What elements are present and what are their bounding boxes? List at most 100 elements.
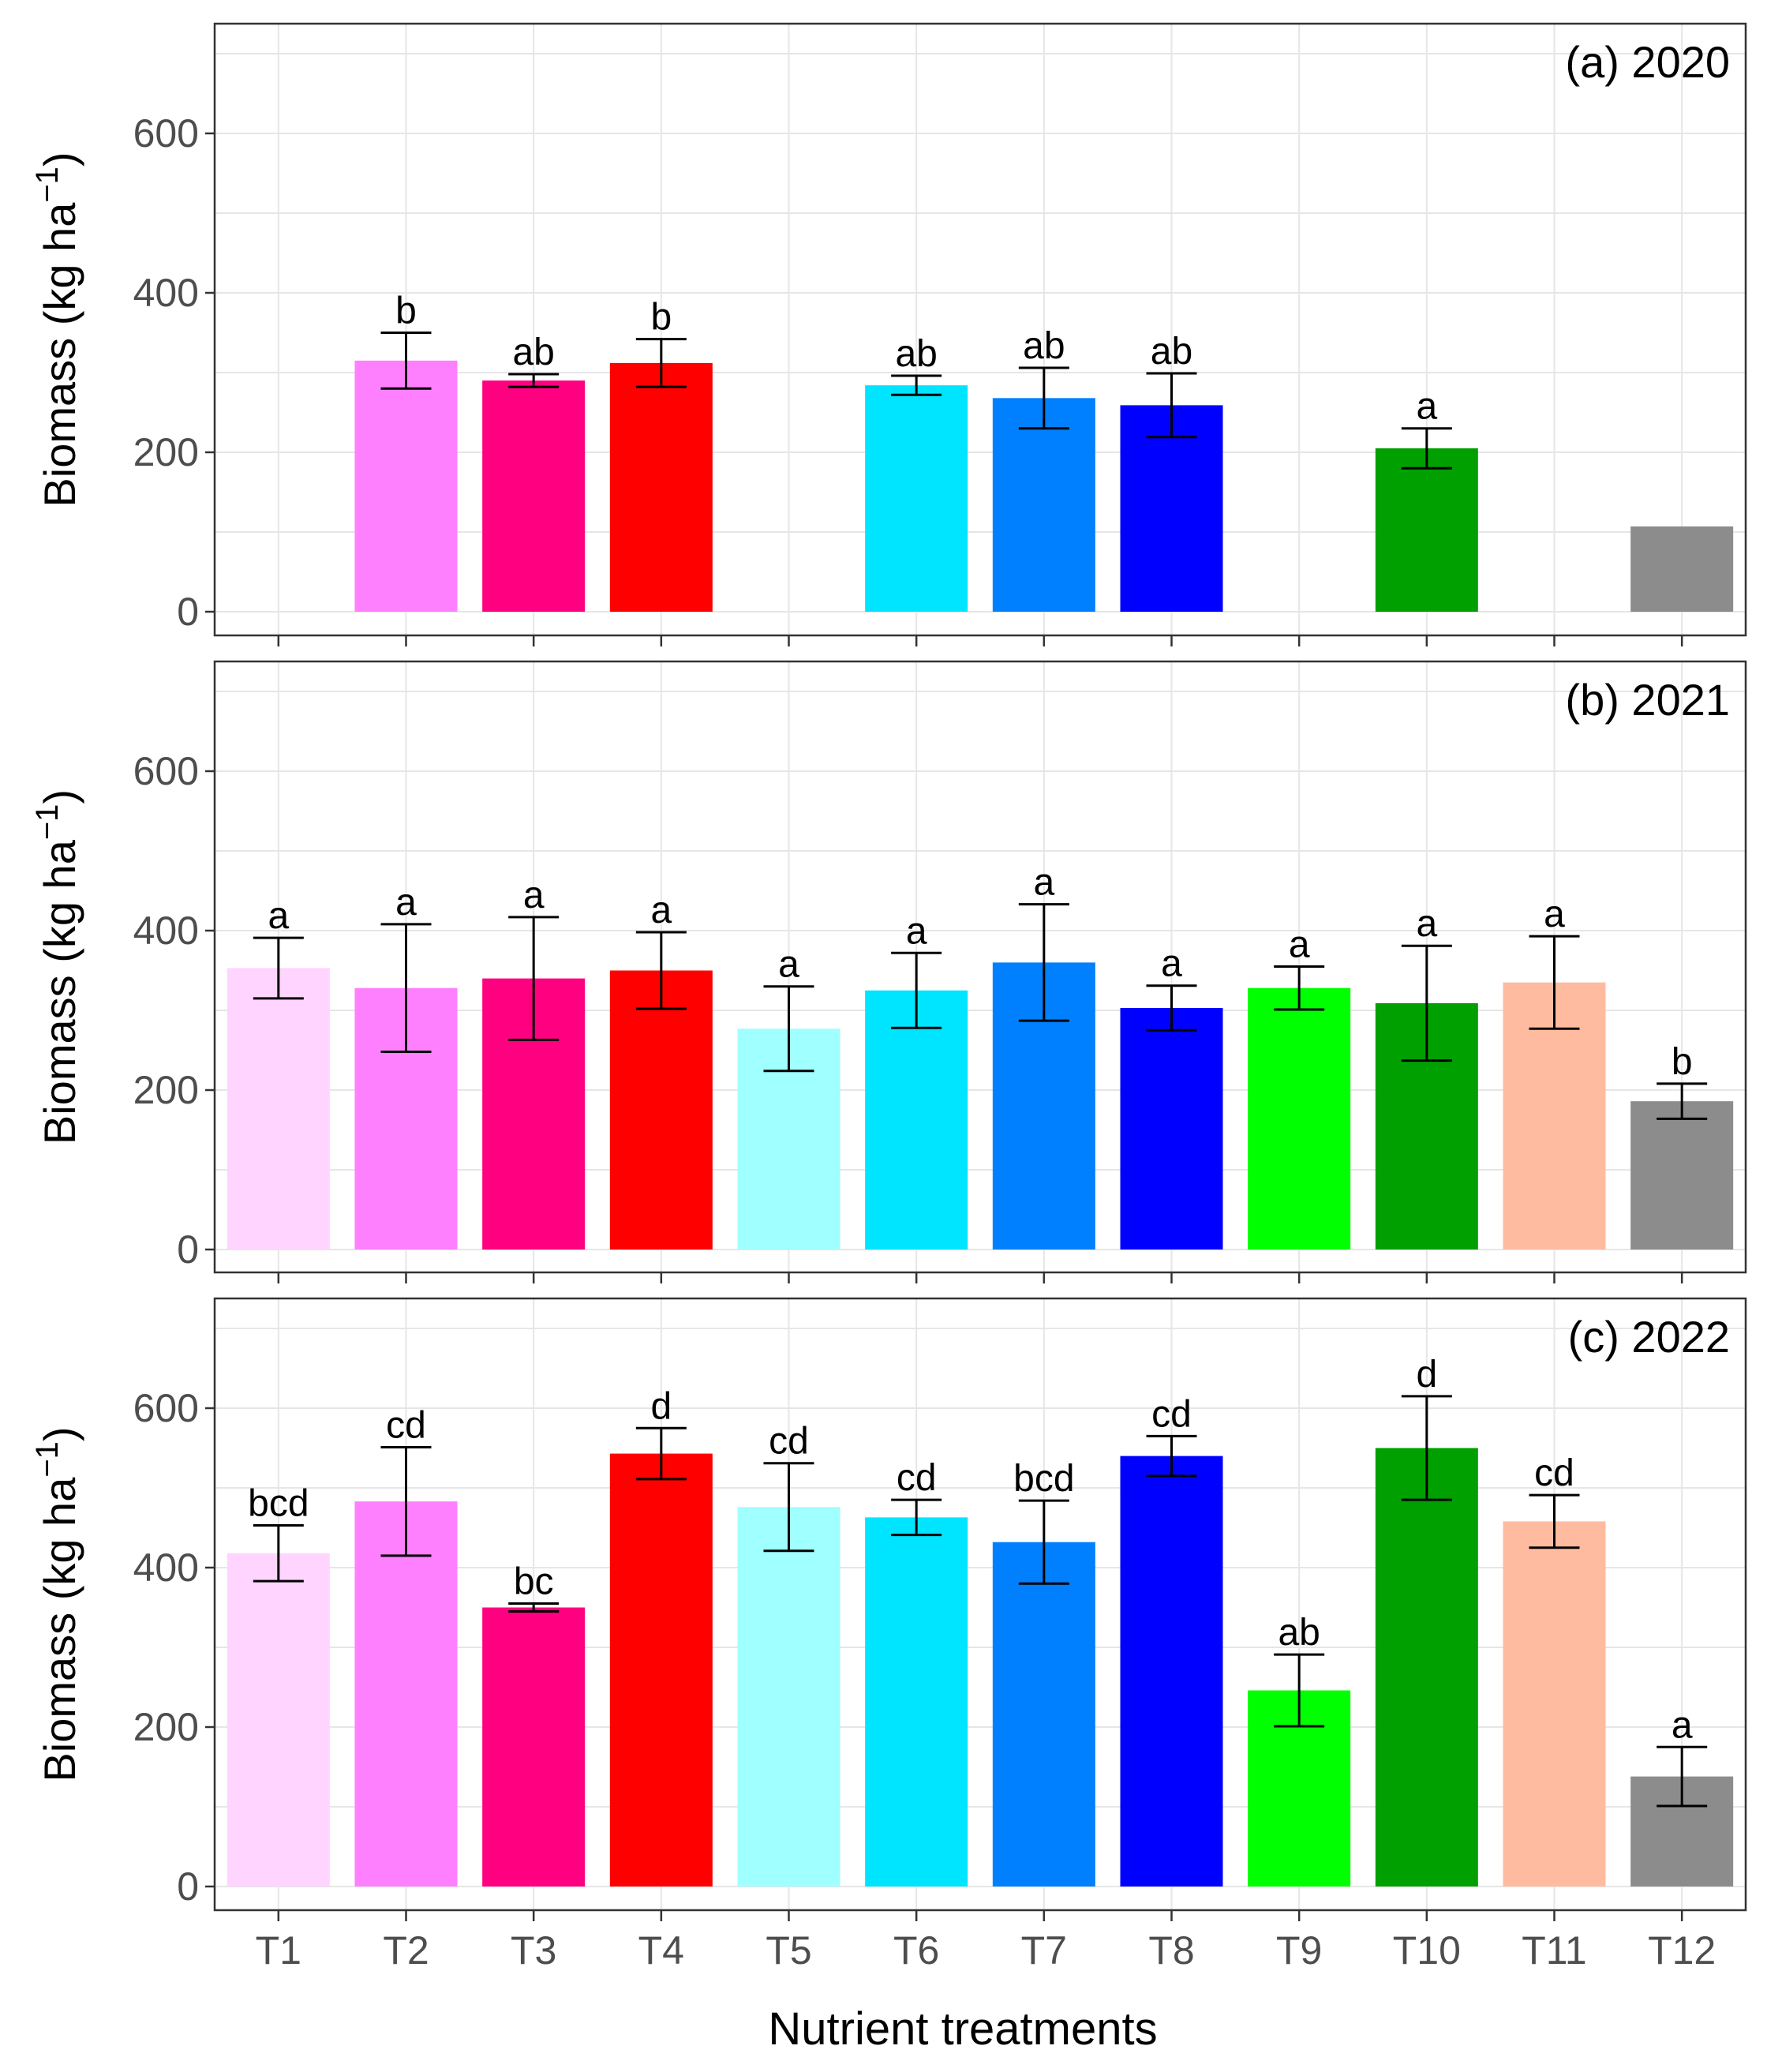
- significance-label-T3: ab: [512, 332, 554, 373]
- significance-label-T11: a: [1544, 894, 1565, 935]
- x-tick-label-T1: T1: [256, 1928, 301, 1973]
- error-bar-T7: [1018, 903, 1069, 1022]
- bar-T2: [354, 1501, 458, 1887]
- y-tick-label: 200: [133, 1068, 199, 1112]
- y-tick-label: 200: [133, 430, 199, 474]
- y-tick-label: 200: [133, 1705, 199, 1749]
- significance-label-T12: a: [1672, 1704, 1693, 1746]
- significance-label-T7: ab: [1023, 325, 1065, 367]
- significance-label-T1: bcd: [248, 1482, 309, 1524]
- y-axis-title-main: Biomass (kg ha: [35, 1477, 84, 1782]
- error-bar-T10: [1401, 427, 1452, 470]
- bar-T8: [1120, 405, 1223, 612]
- significance-label-T12: b: [1672, 1041, 1693, 1083]
- error-bar-T8: [1146, 984, 1197, 1032]
- error-bar-T6: [891, 951, 942, 1029]
- error-bar-T3: [508, 1602, 560, 1613]
- significance-label-T11: cd: [1534, 1452, 1574, 1494]
- y-tick-label: 600: [133, 749, 199, 793]
- bar-T7: [992, 1542, 1095, 1887]
- y-axis-title-close: ): [35, 789, 84, 804]
- panel-label: (b) 2021: [1565, 675, 1730, 725]
- error-bar-T5: [763, 985, 814, 1073]
- chart-panel-1: b ab b ab ab ab a 0 200 400 600 (a) 2020 Biomass (kg…: [30, 22, 1747, 646]
- y-tick-label: 600: [133, 111, 199, 155]
- bar-T9: [1248, 987, 1351, 1250]
- bar-T4: [609, 1453, 713, 1887]
- bar-T10: [1375, 448, 1478, 612]
- x-tick-label-T2: T2: [383, 1928, 429, 1973]
- significance-label-T8: a: [1161, 943, 1182, 985]
- x-axis-title: Nutrient treatments: [768, 2003, 1157, 2055]
- significance-label-T5: cd: [769, 1421, 809, 1463]
- significance-label-T7: a: [1033, 862, 1054, 904]
- x-tick-label-T7: T7: [1021, 1928, 1067, 1973]
- x-tick-label-T4: T4: [638, 1928, 684, 1973]
- error-bar-T4: [635, 338, 687, 388]
- bar-T12: [1630, 1101, 1734, 1250]
- significance-label-T8: cd: [1151, 1393, 1192, 1435]
- error-bar-T2: [380, 1445, 432, 1557]
- bar-T12: [1630, 526, 1734, 612]
- y-axis-title-superscript: −1: [30, 1441, 65, 1478]
- x-tick-label-T5: T5: [766, 1928, 811, 1973]
- x-tick-label-T11: T11: [1522, 1928, 1586, 1973]
- significance-label-T2: cd: [386, 1404, 426, 1446]
- chart-panel-2: a a a a a a a a a a a b 0 200 400 600 (b) 2021 Biomass (k…: [30, 660, 1747, 1283]
- y-tick-label: 400: [133, 909, 199, 953]
- error-bar-T10: [1401, 944, 1452, 1062]
- error-bar-T4: [635, 1426, 687, 1481]
- x-tick-label-T3: T3: [511, 1928, 556, 1973]
- significance-label-T4: a: [650, 890, 672, 931]
- y-tick-label: 0: [177, 590, 199, 634]
- significance-label-T3: bc: [514, 1561, 554, 1602]
- error-bar-T11: [1529, 935, 1580, 1030]
- significance-label-T10: d: [1416, 1354, 1437, 1396]
- error-bar-T9: [1274, 1653, 1325, 1728]
- error-bar-T10: [1401, 1395, 1452, 1501]
- error-bar-T5: [763, 1462, 814, 1553]
- panel-label: (c) 2022: [1568, 1312, 1730, 1362]
- x-tick-label-T10: T10: [1393, 1928, 1461, 1973]
- panel-border: [213, 660, 1747, 1274]
- significance-label-T7: bcd: [1013, 1458, 1074, 1500]
- significance-label-T6: cd: [897, 1457, 937, 1499]
- x-tick-label-T9: T9: [1276, 1928, 1322, 1973]
- y-tick-label: 400: [133, 271, 199, 315]
- y-tick-label: 0: [177, 1864, 199, 1909]
- error-bar-T11: [1529, 1493, 1580, 1549]
- error-bar-T3: [508, 916, 560, 1041]
- significance-label-T9: a: [1289, 924, 1310, 965]
- significance-label-T4: b: [650, 297, 672, 339]
- y-tick-label: 600: [133, 1386, 199, 1430]
- error-bar-T9: [1274, 965, 1325, 1011]
- bar-T10: [1375, 1448, 1478, 1887]
- x-tick-label-T12: T12: [1648, 1928, 1716, 1973]
- panel-label: (a) 2020: [1565, 37, 1730, 87]
- error-bar-T6: [891, 374, 942, 396]
- bar-T11: [1503, 1521, 1606, 1887]
- bar-T1: [226, 968, 330, 1250]
- y-axis-title-close: ): [35, 1426, 84, 1441]
- y-axis-title: Biomass (kg ha−1): [30, 152, 84, 507]
- y-axis-title-superscript: −1: [30, 804, 65, 841]
- bar-T8: [1120, 1007, 1223, 1250]
- bar-T4: [609, 362, 713, 612]
- bar-T4: [609, 970, 713, 1250]
- error-bar-T3: [508, 373, 560, 388]
- y-axis-title: Biomass (kg ha−1): [30, 789, 84, 1145]
- bar-T6: [865, 385, 968, 612]
- y-axis-title-superscript: −1: [30, 167, 65, 203]
- bar-T3: [482, 1607, 586, 1887]
- significance-label-T5: a: [778, 944, 799, 986]
- significance-label-T3: a: [523, 875, 545, 916]
- error-bar-T8: [1146, 372, 1197, 439]
- significance-label-T6: a: [906, 910, 927, 952]
- error-bar-T7: [1018, 366, 1069, 430]
- significance-label-T1: a: [268, 895, 289, 937]
- significance-label-T10: a: [1416, 386, 1437, 428]
- y-axis-title-main: Biomass (kg ha: [35, 202, 84, 508]
- bar-T2: [354, 360, 458, 612]
- error-bar-T8: [1146, 1434, 1197, 1478]
